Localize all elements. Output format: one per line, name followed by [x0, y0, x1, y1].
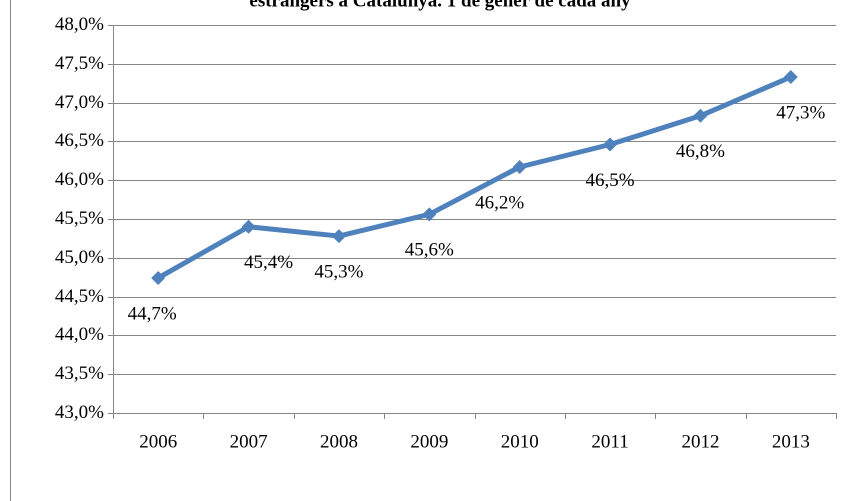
series-line [156, 74, 792, 281]
y-tick-label: 45,5% [55, 208, 104, 229]
marker [241, 219, 256, 234]
marker [783, 69, 798, 84]
data-label: 45,3% [314, 261, 363, 282]
y-tick-label: 47,5% [55, 53, 104, 74]
data-label: 46,8% [676, 141, 725, 162]
marker [422, 207, 437, 222]
x-tick-label: 2010 [501, 431, 539, 452]
data-label: 44,7% [128, 303, 177, 324]
data-label: 46,2% [475, 192, 524, 213]
x-tick-label: 2009 [410, 431, 448, 452]
y-tick-label: 44,0% [55, 324, 104, 345]
chart-title: estrangers a Catalunya. 1 de gener de ca… [249, 0, 631, 11]
marker [151, 270, 166, 285]
x-tick-label: 2006 [139, 431, 177, 452]
y-tick-label: 45,0% [55, 247, 104, 268]
data-label: 45,4% [244, 252, 293, 273]
y-tick-label: 43,0% [55, 402, 104, 423]
y-tick-label: 48,0% [55, 14, 104, 35]
marker [693, 108, 708, 123]
x-tick-label: 2007 [230, 431, 268, 452]
y-tick-label: 46,5% [55, 130, 104, 151]
y-tick-label: 47,0% [55, 92, 104, 113]
marker [512, 160, 527, 175]
data-label: 46,5% [586, 170, 635, 191]
y-tick-label: 44,5% [55, 286, 104, 307]
x-tick-label: 2012 [681, 431, 719, 452]
marker [331, 229, 346, 244]
data-label: 45,6% [405, 240, 454, 261]
x-tick-label: 2011 [591, 431, 628, 452]
y-tick-label: 43,5% [55, 363, 104, 384]
data-label: 47,3% [776, 102, 825, 123]
marker [603, 137, 618, 152]
y-tick-label: 46,0% [55, 169, 104, 190]
x-tick-label: 2008 [320, 431, 358, 452]
x-tick-label: 2013 [772, 431, 810, 452]
